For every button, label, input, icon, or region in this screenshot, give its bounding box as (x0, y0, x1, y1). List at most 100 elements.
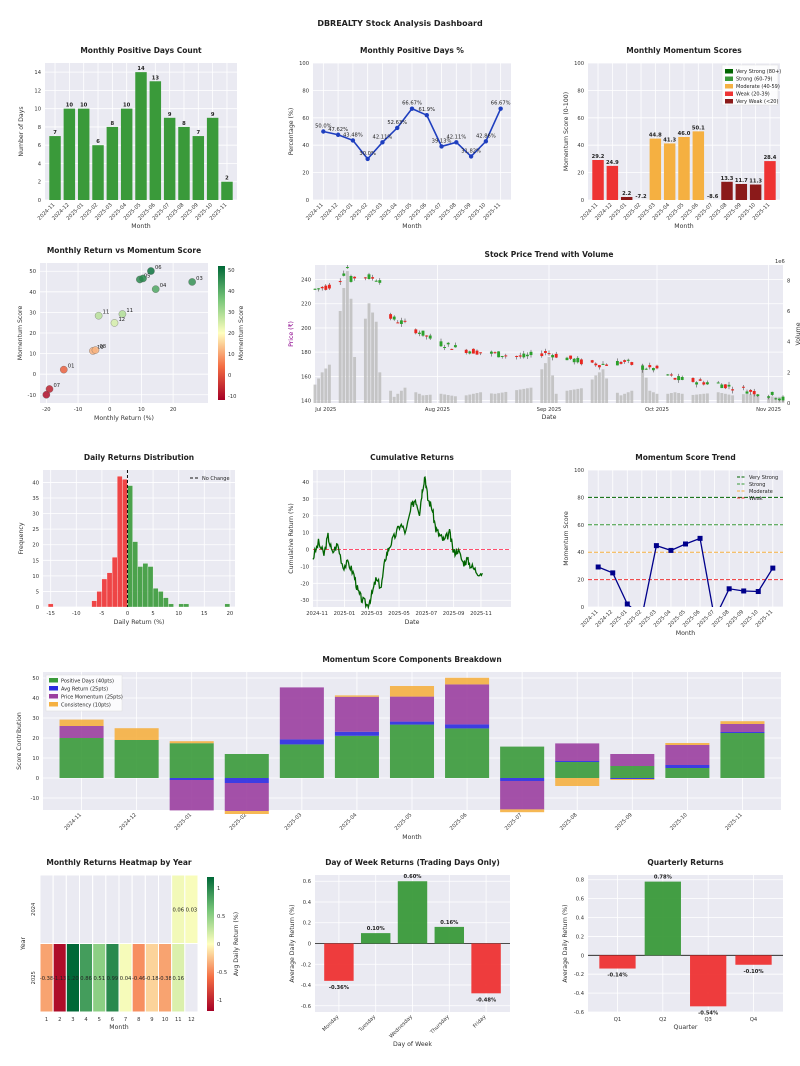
momentum-scores-bar-label: 41.3 (663, 137, 676, 143)
positive-days-pct-point (424, 112, 429, 118)
price-volume-volume-bar (443, 394, 447, 403)
price-volume-candle-body (572, 358, 576, 363)
return-vs-momentum-point (139, 274, 147, 283)
score-components-segment (555, 761, 600, 762)
price-volume-volume-bar (389, 390, 393, 403)
returns-heatmap-xtick-label: 2 (58, 1017, 61, 1023)
score-components-title: Momentum Score Components Breakdown (322, 655, 501, 664)
positive-days-count-ytick-label: 0 (38, 198, 41, 204)
day-of-week-bar (397, 881, 428, 944)
price-volume-candle-body (363, 277, 367, 279)
price-volume-candle-body (619, 361, 623, 364)
price-volume-candle-body (374, 280, 378, 282)
returns-heatmap-colorbar-tick: -0.5 (217, 970, 227, 976)
price-volume-volume-bar (597, 372, 601, 403)
price-volume-volume-bar (705, 393, 709, 403)
price-volume-candle-body (353, 276, 357, 279)
day-of-week-xtick-label: Thursday (429, 1014, 451, 1036)
price-volume-volume-bar (691, 394, 695, 403)
price-volume-volume-bar (468, 394, 472, 403)
momentum-trend-point (653, 543, 659, 549)
price-volume-volume-bar (669, 393, 673, 403)
price-volume-volume-bar (446, 395, 450, 403)
positive-days-pct-title: Monthly Positive Days % (360, 46, 464, 55)
positive-days-count-xlabel: Month (131, 223, 150, 230)
quarterly-returns-xtick-label: Q3 (704, 1017, 711, 1023)
day-of-week-bar-label: -0.36% (329, 985, 350, 991)
score-components-segment (114, 740, 159, 778)
score-components-ytick-label: 0 (36, 776, 39, 782)
return-vs-momentum-ytick-label: 50 (29, 269, 36, 275)
momentum-trend-ytick-label: 40 (577, 550, 584, 556)
positive-days-count-bar-label: 9 (168, 112, 172, 118)
momentum-scores-ytick-label: 100 (574, 61, 584, 67)
score-components-segment (169, 780, 214, 811)
momentum-trend-chart: 0204060801002024-112024-122025-012025-02… (563, 453, 783, 637)
score-components-legend-swatch (49, 694, 58, 699)
positive-days-pct-chart: 0204060801002024-112024-122025-012025-02… (288, 46, 511, 230)
price-volume-candle-body (453, 345, 457, 348)
positive-days-pct-point (439, 144, 444, 149)
positive-days-count-bar (63, 108, 76, 200)
price-volume-candle-body (691, 377, 695, 382)
cumulative-returns-ytick-label: 10 (302, 531, 309, 537)
score-components-segment (445, 677, 490, 685)
score-components-segment (610, 754, 655, 766)
daily-returns-dist-xtick-label: 15 (201, 611, 208, 617)
daily-returns-dist-chart: 0 5 10 15 20 25 30 35 40 -15 -10 -5 0 5 10 15 20 No Chang… (18, 453, 235, 626)
return-vs-momentum-colorbar-tick: 20 (228, 331, 235, 337)
price-volume-volume-bar (731, 395, 735, 403)
return-vs-momentum-point-label: 05 (144, 273, 151, 279)
price-volume-volume-bar (392, 396, 396, 403)
price-volume-volume-bar (313, 384, 317, 403)
price-volume-y2-multiplier: 1e6 (775, 259, 785, 265)
positive-days-count-bar (135, 72, 147, 200)
price-volume-volume-bar (745, 393, 749, 403)
positive-days-count-bar (77, 108, 90, 200)
price-volume-volume-bar (396, 393, 400, 403)
positive-days-count-bar (221, 181, 233, 200)
score-components-segment (665, 745, 710, 765)
positive-days-pct-ytick-label: 20 (302, 171, 309, 177)
day-of-week-bar-label: 0.10% (367, 926, 386, 932)
price-volume-candle-body (630, 362, 634, 365)
score-components-xtick-label: 2025-03 (284, 812, 304, 832)
daily-returns-dist-bin (137, 566, 143, 608)
price-volume-volume-bar (327, 364, 331, 403)
return-vs-momentum-xtick-label: 20 (170, 407, 177, 413)
returns-heatmap-colorbar-label: Avg Daily Return (%) (233, 912, 240, 976)
momentum-scores-bar (764, 161, 776, 200)
score-components-ytick-label: 10 (32, 756, 39, 762)
price-volume-volume-bar (489, 393, 493, 403)
positive-days-count-bar (206, 117, 219, 200)
quarterly-returns-chart: -0.6 -0.4 -0.2 0 0.2 0.4 0.6 0.8 Q1 Q2 Q3 Q4 -0.14% 0… (562, 858, 783, 1031)
price-volume-candle-body (781, 396, 785, 401)
momentum-scores-bar-label: 46.0 (678, 131, 691, 137)
score-components-legend-swatch (49, 686, 58, 691)
returns-heatmap-xtick-label: 1 (45, 1017, 48, 1023)
momentum-trend-point (770, 565, 776, 571)
return-vs-momentum-point (42, 391, 51, 399)
price-volume-candle-body (752, 391, 756, 395)
price-volume-candle-body (655, 365, 659, 369)
cumulative-returns-xtick-label: 2025-09 (443, 611, 465, 617)
momentum-scores-bar-label: 50.1 (692, 125, 705, 131)
positive-days-count-bar-label: 10 (66, 103, 74, 109)
score-components-segment (224, 811, 269, 814)
price-volume-volume-bar (421, 395, 425, 403)
price-volume-volume-bar (399, 390, 403, 403)
price-volume-volume-bar (677, 393, 681, 403)
returns-heatmap-empty-cell (39, 874, 54, 944)
positive-days-pct-point-label: 50.0% (315, 124, 332, 130)
positive-days-count-ytick-label: 6 (38, 143, 41, 149)
price-volume-candle-body (720, 384, 724, 389)
price-volume-volume-bar (374, 321, 378, 403)
price-volume-candle-body (396, 322, 400, 324)
returns-heatmap-cell-label: 0.51 (93, 976, 105, 982)
score-components-segment (334, 731, 379, 736)
price-volume-volume-bar (464, 395, 468, 403)
positive-days-pct-point (321, 129, 326, 134)
price-volume-volume-bar (371, 312, 375, 403)
quarterly-returns-ytick-label: 0.6 (576, 897, 584, 903)
price-volume-volume-bar (615, 392, 619, 403)
